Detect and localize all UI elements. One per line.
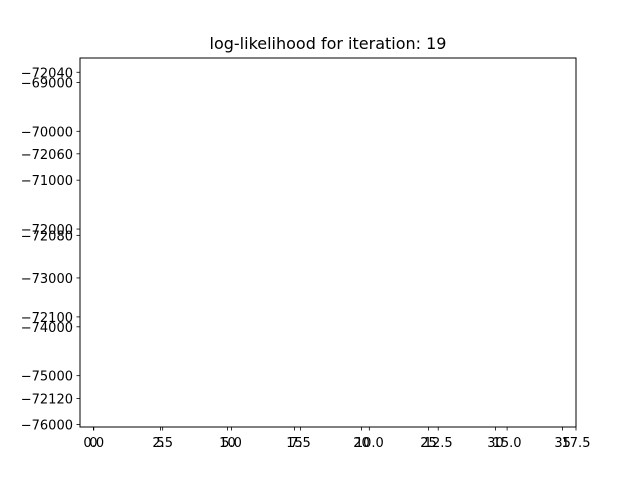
x-tick-label: 5.0 [221, 436, 242, 451]
x-tick-label: 10 [219, 436, 236, 451]
x-tick-label: 0 [89, 436, 97, 451]
y-tick-label: −72100 [21, 311, 73, 326]
x-tick-label: 0.0 [83, 436, 104, 451]
y-tick-label: −75000 [21, 370, 73, 385]
x-tick-label: 35 [554, 436, 571, 451]
x-tick-label: 30 [487, 436, 504, 451]
x-tick-label: 2.5 [152, 436, 173, 451]
chart-title: log-likelihood for iteration: 19 [210, 34, 447, 53]
y-tick-label: −76000 [21, 419, 73, 434]
y-tick-label: −73000 [21, 272, 73, 287]
x-tick-label: 25 [420, 436, 437, 451]
plot-frame [79, 57, 577, 428]
x-tick-label: 15 [286, 436, 303, 451]
y-tick-label: −69000 [21, 76, 73, 91]
y-tick-label: −71000 [21, 174, 73, 189]
y-tick-label: −72000 [21, 223, 73, 238]
x-tick-label: 5 [156, 436, 164, 451]
x-tick-label: 17.5 [562, 436, 591, 451]
y-tick-label: −74000 [21, 321, 73, 336]
y-tick-label: −72080 [21, 229, 73, 244]
y-tick-label: −72120 [21, 392, 73, 407]
x-tick-label: 12.5 [424, 436, 453, 451]
x-tick-label: 7.5 [290, 436, 311, 451]
ticks-layer: 0.0 2.5 5.0 7.5 10.0 12.5 15.0 17.5 −72040 −72060… [21, 66, 591, 451]
y-tick-label: −72060 [21, 148, 73, 163]
x-tick-label: 10.0 [355, 436, 384, 451]
y-tick-label: −70000 [21, 125, 73, 140]
x-tick-label: 20 [353, 436, 370, 451]
y-tick-label: −72040 [21, 66, 73, 81]
x-tick-label: 15.0 [493, 436, 522, 451]
